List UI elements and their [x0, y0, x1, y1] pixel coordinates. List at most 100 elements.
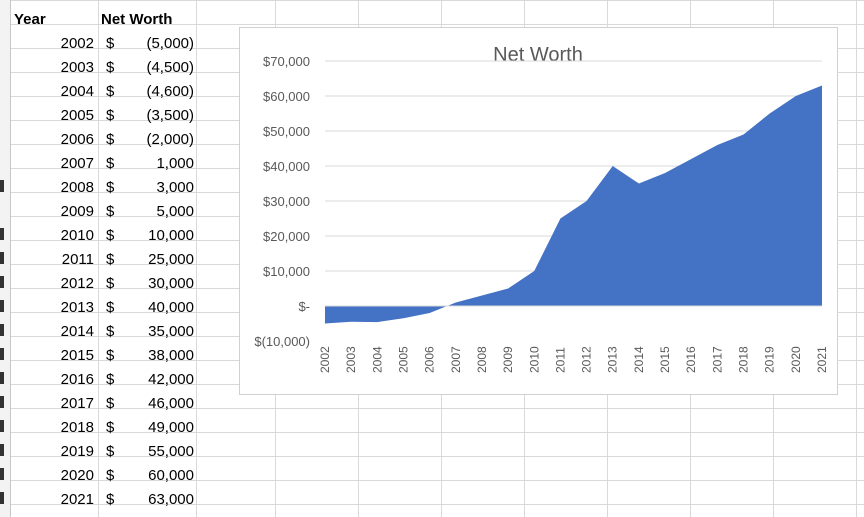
net-worth-cell[interactable]: 1,000	[156, 155, 194, 172]
currency-symbol-cell[interactable]: $	[106, 107, 115, 124]
year-cell[interactable]: 2018	[60, 419, 94, 436]
currency-symbol-cell[interactable]: $	[106, 491, 115, 508]
x-tick-label: 2008	[475, 346, 489, 373]
x-tick-label: 2019	[763, 346, 777, 373]
year-cell[interactable]: 2005	[60, 107, 94, 124]
currency-symbol-cell[interactable]: $	[106, 59, 115, 76]
y-tick-label: $60,000	[263, 89, 310, 104]
currency-symbol-cell[interactable]: $	[106, 131, 115, 148]
net-worth-cell[interactable]: 5,000	[156, 203, 194, 220]
row-header-strip[interactable]	[0, 0, 11, 517]
x-tick-label: 2015	[658, 346, 672, 373]
year-cell[interactable]: 2007	[60, 155, 94, 172]
year-cell[interactable]: 2020	[60, 467, 94, 484]
year-cell[interactable]: 2015	[60, 347, 94, 364]
currency-symbol-cell[interactable]: $	[106, 395, 115, 412]
net-worth-cell[interactable]: (2,000)	[146, 131, 194, 148]
net-worth-cell[interactable]: 10,000	[148, 227, 194, 244]
year-cell[interactable]: 2008	[60, 179, 94, 196]
year-cell[interactable]: 2012	[60, 275, 94, 292]
net-worth-cell[interactable]: (5,000)	[146, 35, 194, 52]
x-tick-label: 2011	[553, 347, 567, 373]
x-tick-label: 2009	[501, 346, 515, 373]
row-number-fragment	[0, 324, 4, 336]
x-tick-label: 2004	[370, 346, 384, 373]
currency-symbol-cell[interactable]: $	[106, 323, 115, 340]
column-divider	[196, 0, 197, 517]
x-tick-label: 2002	[318, 346, 332, 373]
currency-symbol-cell[interactable]: $	[106, 443, 115, 460]
chart-canvas: Net Worth $(10,000) $- $10,000 $20,000 $30,00…	[254, 44, 829, 373]
x-tick-label: 2017	[710, 346, 724, 373]
x-tick-label: 2018	[737, 346, 751, 373]
currency-symbol-cell[interactable]: $	[106, 203, 115, 220]
x-tick-label: 2007	[449, 346, 463, 373]
y-tick-label: $50,000	[263, 124, 310, 139]
currency-symbol-cell[interactable]: $	[106, 83, 115, 100]
net-worth-cell[interactable]: 30,000	[148, 275, 194, 292]
y-tick-label: $30,000	[263, 194, 310, 209]
net-worth-cell[interactable]: 46,000	[148, 395, 194, 412]
year-cell[interactable]: 2019	[60, 443, 94, 460]
currency-symbol-cell[interactable]: $	[106, 35, 115, 52]
currency-symbol-cell[interactable]: $	[106, 371, 115, 388]
net-worth-chart[interactable]: Net Worth $(10,000) $- $10,000 $20,000 $30,00…	[239, 27, 838, 395]
x-tick-label: 2006	[423, 346, 437, 373]
year-cell[interactable]: 2016	[60, 371, 94, 388]
net-worth-cell[interactable]: 25,000	[148, 251, 194, 268]
chart-title: Net Worth	[493, 44, 583, 66]
row-number-fragment	[0, 300, 4, 312]
net-worth-cell[interactable]: 63,000	[148, 491, 194, 508]
year-cell[interactable]: 2004	[60, 83, 94, 100]
currency-symbol-cell[interactable]: $	[106, 467, 115, 484]
y-tick-label: $(10,000)	[254, 334, 310, 349]
year-cell[interactable]: 2013	[60, 299, 94, 316]
row-number-fragment	[0, 252, 4, 264]
net-worth-cell[interactable]: (4,600)	[146, 83, 194, 100]
x-tick-label: 2014	[632, 346, 646, 373]
x-tick-label: 2003	[344, 346, 358, 373]
currency-symbol-cell[interactable]: $	[106, 227, 115, 244]
currency-symbol-cell[interactable]: $	[106, 275, 115, 292]
row-number-fragment	[0, 228, 4, 240]
currency-symbol-cell[interactable]: $	[106, 419, 115, 436]
row-number-fragment	[0, 468, 4, 480]
row-number-fragment	[0, 492, 4, 504]
row-number-fragment	[0, 180, 4, 192]
net-worth-cell[interactable]: 3,000	[156, 179, 194, 196]
net-worth-column-header[interactable]: Net Worth	[101, 11, 173, 28]
x-tick-label: 2016	[684, 346, 698, 373]
row-number-fragment	[0, 420, 4, 432]
net-worth-cell[interactable]: 60,000	[148, 467, 194, 484]
x-tick-label: 2005	[396, 346, 410, 373]
year-cell[interactable]: 2014	[60, 323, 94, 340]
year-cell[interactable]: 2009	[60, 203, 94, 220]
y-tick-label: $-	[298, 299, 310, 314]
year-cell[interactable]: 2003	[60, 59, 94, 76]
year-cell[interactable]: 2002	[60, 35, 94, 52]
currency-symbol-cell[interactable]: $	[106, 251, 115, 268]
net-worth-cell[interactable]: 49,000	[148, 419, 194, 436]
year-cell[interactable]: 2017	[60, 395, 94, 412]
net-worth-cell[interactable]: 35,000	[148, 323, 194, 340]
net-worth-cell[interactable]: 55,000	[148, 443, 194, 460]
currency-symbol-cell[interactable]: $	[106, 299, 115, 316]
year-cell[interactable]: 2010	[60, 227, 94, 244]
year-column-header[interactable]: Year	[14, 11, 46, 28]
year-cell[interactable]: 2011	[61, 251, 94, 268]
net-worth-cell[interactable]: 38,000	[148, 347, 194, 364]
currency-symbol-cell[interactable]: $	[106, 155, 115, 172]
currency-symbol-cell[interactable]: $	[106, 347, 115, 364]
net-worth-cell[interactable]: (3,500)	[146, 107, 194, 124]
net-worth-cell[interactable]: 42,000	[148, 371, 194, 388]
row-number-fragment	[0, 348, 4, 360]
column-divider	[856, 0, 857, 517]
x-tick-label: 2021	[815, 346, 829, 373]
net-worth-cell[interactable]: (4,500)	[146, 59, 194, 76]
currency-symbol-cell[interactable]: $	[106, 179, 115, 196]
column-divider	[98, 0, 99, 517]
year-cell[interactable]: 2006	[60, 131, 94, 148]
net-worth-cell[interactable]: 40,000	[148, 299, 194, 316]
year-cell[interactable]: 2021	[60, 491, 94, 508]
y-tick-label: $10,000	[263, 264, 310, 279]
